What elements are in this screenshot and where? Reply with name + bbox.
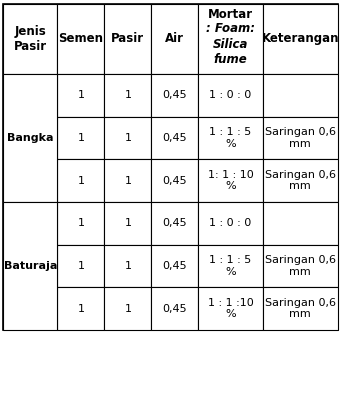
Text: 1: 1 : 10
%: 1: 1 : 10 % xyxy=(208,170,253,192)
Bar xyxy=(263,4,338,74)
Text: 0,45: 0,45 xyxy=(163,176,187,186)
Bar xyxy=(57,4,104,74)
Bar xyxy=(151,202,198,245)
Text: Pasir: Pasir xyxy=(111,32,144,45)
Text: 1 : 0 : 0: 1 : 0 : 0 xyxy=(209,218,252,228)
Text: 1 : 1 : 5
%: 1 : 1 : 5 % xyxy=(209,255,252,277)
Text: 0,45: 0,45 xyxy=(163,90,187,100)
Text: 1 : 1 :10
%: 1 : 1 :10 % xyxy=(208,298,253,320)
Bar xyxy=(57,287,104,330)
Bar xyxy=(3,4,338,330)
Text: 0,45: 0,45 xyxy=(163,218,187,228)
Bar xyxy=(151,117,198,159)
Text: 1: 1 xyxy=(124,304,132,314)
Bar xyxy=(151,74,198,117)
Text: Saringan 0,6
mm: Saringan 0,6 mm xyxy=(264,255,336,277)
Bar xyxy=(3,4,57,74)
Bar xyxy=(263,159,338,202)
Bar xyxy=(263,74,338,117)
Bar xyxy=(198,245,263,287)
Text: 0,45: 0,45 xyxy=(163,261,187,271)
Text: 1: 1 xyxy=(77,218,85,228)
Bar xyxy=(198,4,263,74)
Text: Saringan 0,6
mm: Saringan 0,6 mm xyxy=(264,170,336,192)
Text: fume: fume xyxy=(214,53,247,66)
Text: Keterangan: Keterangan xyxy=(261,32,339,45)
Text: 1: 1 xyxy=(124,90,132,100)
Text: 1: 1 xyxy=(124,176,132,186)
Bar xyxy=(198,202,263,245)
Bar xyxy=(104,245,151,287)
Bar xyxy=(57,245,104,287)
Text: 1: 1 xyxy=(77,304,85,314)
Text: Semen: Semen xyxy=(58,32,103,45)
Text: 1: 1 xyxy=(77,90,85,100)
Text: Mortar: Mortar xyxy=(208,8,253,21)
Text: 1 : 1 : 5
%: 1 : 1 : 5 % xyxy=(209,127,252,149)
Bar xyxy=(151,4,198,74)
Text: Air: Air xyxy=(165,32,184,45)
Bar xyxy=(151,159,198,202)
Bar xyxy=(3,202,57,330)
Text: Baturaja: Baturaja xyxy=(4,261,57,271)
Bar xyxy=(104,117,151,159)
Bar xyxy=(57,117,104,159)
Bar xyxy=(263,287,338,330)
Bar xyxy=(57,159,104,202)
Text: 1: 1 xyxy=(77,133,85,143)
Bar xyxy=(57,74,104,117)
Bar xyxy=(198,74,263,117)
Text: 1 : 0 : 0: 1 : 0 : 0 xyxy=(209,90,252,100)
Bar xyxy=(263,245,338,287)
Bar xyxy=(104,74,151,117)
Bar xyxy=(263,202,338,245)
Text: 1: 1 xyxy=(124,261,132,271)
Text: 1: 1 xyxy=(77,176,85,186)
Text: 0,45: 0,45 xyxy=(163,133,187,143)
Text: : Foam:: : Foam: xyxy=(206,22,255,35)
Text: 1: 1 xyxy=(77,261,85,271)
Bar xyxy=(3,74,57,202)
Bar xyxy=(104,4,151,74)
Bar xyxy=(198,287,263,330)
Text: Saringan 0,6
mm: Saringan 0,6 mm xyxy=(264,298,336,320)
Bar xyxy=(151,287,198,330)
Text: Bangka: Bangka xyxy=(7,133,54,143)
Text: Jenis
Pasir: Jenis Pasir xyxy=(14,25,47,53)
Text: Saringan 0,6
mm: Saringan 0,6 mm xyxy=(264,127,336,149)
Bar xyxy=(104,159,151,202)
Bar xyxy=(151,245,198,287)
Bar xyxy=(198,159,263,202)
Bar xyxy=(263,117,338,159)
Text: Silica: Silica xyxy=(213,38,248,51)
Bar xyxy=(57,202,104,245)
Bar xyxy=(104,287,151,330)
Text: 1: 1 xyxy=(124,133,132,143)
Bar xyxy=(198,117,263,159)
Bar xyxy=(104,202,151,245)
Text: 1: 1 xyxy=(124,218,132,228)
Text: 0,45: 0,45 xyxy=(163,304,187,314)
